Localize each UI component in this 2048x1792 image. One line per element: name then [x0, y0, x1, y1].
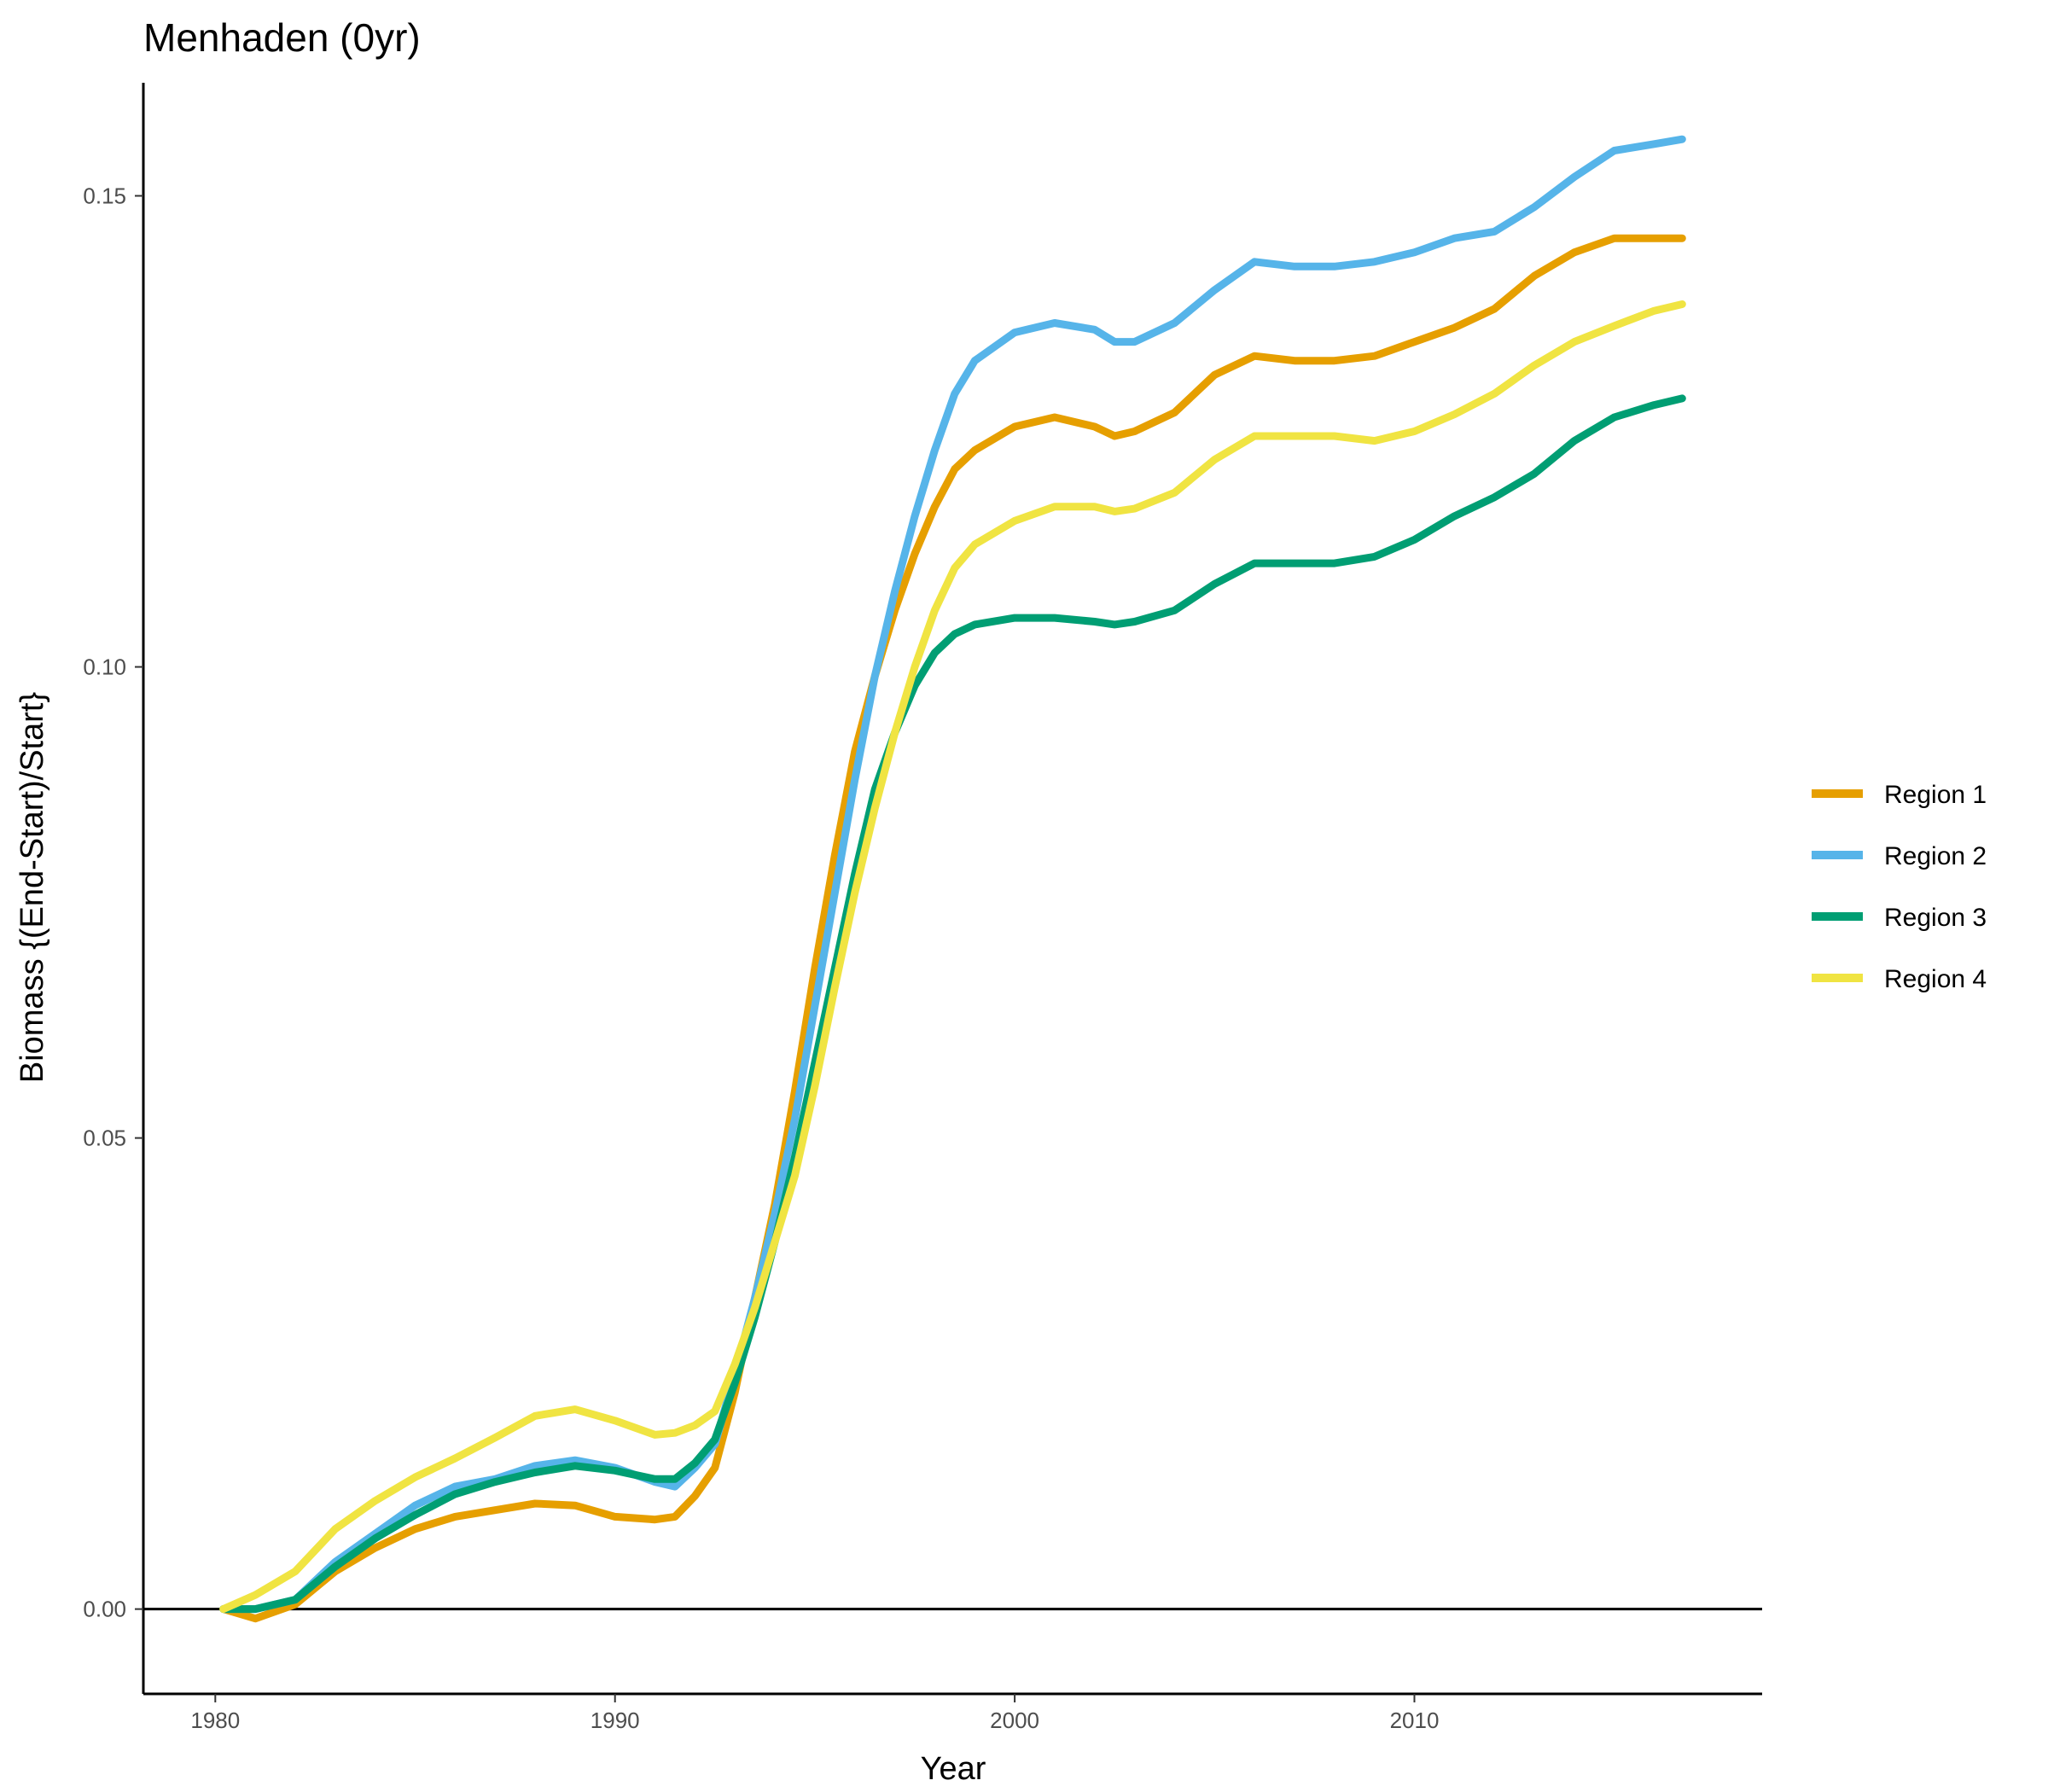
legend-label-region-1: Region 1 — [1884, 781, 1987, 809]
series-line-region-2 — [219, 135, 1686, 1614]
y-axis-title: Biomass {(End-Start)/Start} — [15, 692, 50, 1083]
y-axis-ticks: 0.00 0.05 0.10 0.15 — [83, 183, 143, 1622]
legend-label-region-4: Region 4 — [1884, 965, 1987, 993]
x-tick-label: 2000 — [990, 1708, 1039, 1733]
x-tick-label: 2010 — [1390, 1708, 1440, 1733]
x-tick-label: 1990 — [591, 1708, 640, 1733]
x-axis-title: Year — [921, 1751, 986, 1787]
x-tick-label: 1980 — [190, 1708, 240, 1733]
y-tick-label: 0.15 — [83, 183, 126, 208]
plot-area — [143, 135, 1762, 1623]
x-axis-ticks: 1980 1990 2000 2010 — [190, 1694, 1439, 1733]
y-tick-label: 0.00 — [83, 1597, 126, 1622]
y-tick-label: 0.10 — [83, 655, 126, 680]
legend-label-region-2: Region 2 — [1884, 842, 1987, 870]
series-line-region-1 — [219, 234, 1686, 1623]
legend-label-region-3: Region 3 — [1884, 904, 1987, 932]
y-tick-label: 0.05 — [83, 1126, 126, 1151]
chart-title: Menhaden (0yr) — [143, 15, 421, 60]
legend: Region 1 Region 2 Region 3 Region 4 — [1812, 781, 1987, 993]
series-line-region-4 — [219, 300, 1686, 1614]
